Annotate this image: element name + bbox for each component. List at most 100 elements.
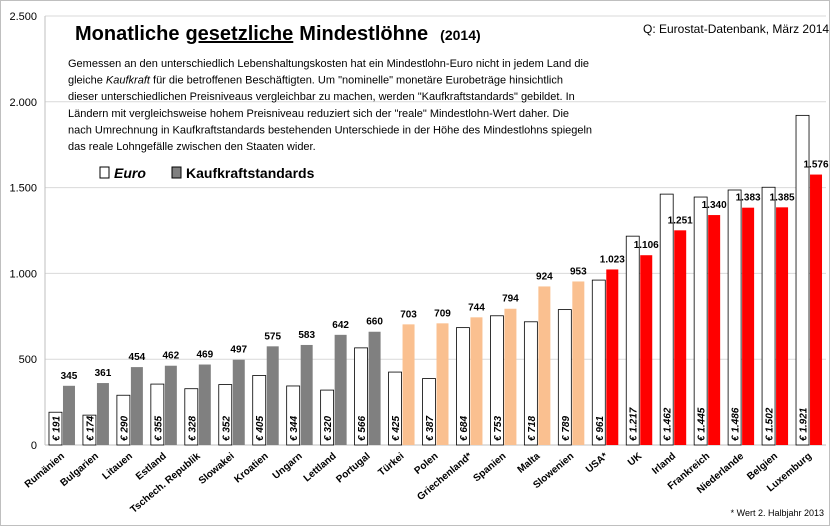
title-year: (2014) [440, 27, 480, 43]
bar [693, 196, 708, 446]
y-tick-label: 1.000 [9, 268, 37, 280]
bar [402, 324, 415, 445]
value-label: € 753 [493, 416, 504, 441]
bar [48, 411, 63, 446]
bar [523, 321, 538, 446]
value-label: 660 [366, 317, 383, 328]
y-tick-label: 0 [31, 440, 37, 452]
value-label: 1.251 [668, 215, 693, 226]
bar [300, 344, 313, 445]
note-segment: Kaufkraft [106, 75, 151, 87]
bar [130, 367, 143, 445]
value-label: 703 [400, 309, 417, 320]
bar [388, 371, 402, 446]
value-label: 497 [230, 345, 247, 356]
value-label: € 961 [595, 416, 606, 441]
value-label: € 174 [85, 416, 96, 441]
note-segment: für die betroffenen Beschäftigten. Um "n… [150, 75, 563, 87]
value-label: 953 [570, 266, 587, 277]
legend-swatch [171, 166, 182, 179]
legend: Euro Kaufkraftstandards [99, 165, 315, 181]
bar [82, 414, 97, 446]
y-tick-label: 1.500 [9, 183, 37, 195]
bar [490, 315, 504, 446]
bar [591, 279, 606, 446]
title-part: Monatliche [75, 23, 179, 45]
note-segment: Ländern mit vergleichsweise hohem Preisn… [68, 108, 569, 120]
bar [164, 365, 177, 445]
value-label: 709 [434, 308, 451, 319]
value-label: € 1.486 [731, 407, 742, 441]
value-label: € 1.462 [663, 407, 674, 441]
bar [606, 269, 619, 445]
footnote: * Wert 2. Halbjahr 2013 [731, 508, 824, 518]
value-label: € 387 [425, 416, 436, 441]
note-line: nach Umrechnung in Kaufkraftstandards be… [68, 124, 592, 136]
note-line: dieser unterschiedlichen Preisniveaus ve… [68, 91, 575, 103]
source: Q: Eurostat-Datenbank, März 2014 [643, 22, 829, 36]
bar [674, 230, 687, 445]
value-label: € 344 [289, 416, 300, 441]
bar [252, 375, 267, 446]
title-part: gesetzliche [185, 23, 293, 45]
value-label: 1.385 [770, 192, 795, 203]
bar [625, 235, 640, 446]
value-label: € 566 [357, 416, 368, 441]
bar [470, 317, 483, 445]
value-label: 469 [196, 350, 213, 361]
bar [62, 385, 75, 445]
bar [354, 347, 368, 446]
value-label: € 328 [187, 416, 198, 441]
note: Gemessen an den unterschiedlich Lebensha… [68, 58, 592, 153]
value-label: € 405 [255, 416, 266, 441]
value-label: 583 [298, 330, 315, 341]
value-label: 1.340 [702, 200, 727, 211]
bar [795, 114, 810, 446]
value-label: € 718 [527, 416, 538, 441]
bar [150, 383, 165, 446]
value-label: 1.383 [736, 193, 761, 204]
value-label: 575 [264, 331, 281, 342]
bar [218, 384, 233, 446]
y-tick-label: 500 [19, 354, 37, 366]
bar [320, 389, 335, 446]
value-label: 924 [536, 271, 553, 282]
bar [266, 346, 279, 445]
bar [198, 364, 211, 445]
bar [776, 207, 789, 445]
value-label: € 789 [561, 416, 572, 441]
value-label: 345 [61, 371, 78, 382]
bar [659, 193, 674, 446]
legend-label: Kaufkraftstandards [186, 165, 315, 181]
bar [232, 359, 245, 445]
bar [504, 308, 517, 445]
note-line: gleiche Kaufkraft für die betroffenen Be… [68, 75, 563, 87]
bar [456, 327, 470, 446]
bar [96, 383, 109, 445]
bar [286, 385, 301, 446]
bar [557, 309, 572, 446]
value-label: € 1.445 [697, 407, 708, 441]
title-part: Mindestlöhne [299, 23, 428, 45]
note-segment: dieser unterschiedlichen Preisniveaus ve… [68, 91, 575, 103]
value-label: € 352 [221, 416, 232, 441]
value-label: 454 [129, 352, 146, 363]
note-segment: gleiche [68, 75, 106, 87]
value-label: € 684 [459, 416, 470, 441]
note-line: Ländern mit vergleichsweise hohem Preisn… [68, 108, 569, 120]
bar [810, 174, 823, 445]
value-label: 642 [332, 320, 349, 331]
bar [436, 323, 449, 445]
note-segment: das reale Lohngefälle zwischen den Staat… [68, 141, 316, 153]
note-line: das reale Lohngefälle zwischen den Staat… [68, 141, 316, 153]
value-label: 1.023 [600, 254, 625, 265]
bar [727, 189, 742, 446]
chart-title: Monatliche gesetzliche Mindestlöhne (2014) [75, 23, 481, 45]
value-label: 361 [95, 368, 112, 379]
note-segment: nach Umrechnung in Kaufkraftstandards be… [68, 124, 592, 136]
bar [708, 215, 721, 445]
bar [761, 186, 776, 446]
value-label: 794 [502, 294, 519, 305]
bar [334, 334, 347, 445]
